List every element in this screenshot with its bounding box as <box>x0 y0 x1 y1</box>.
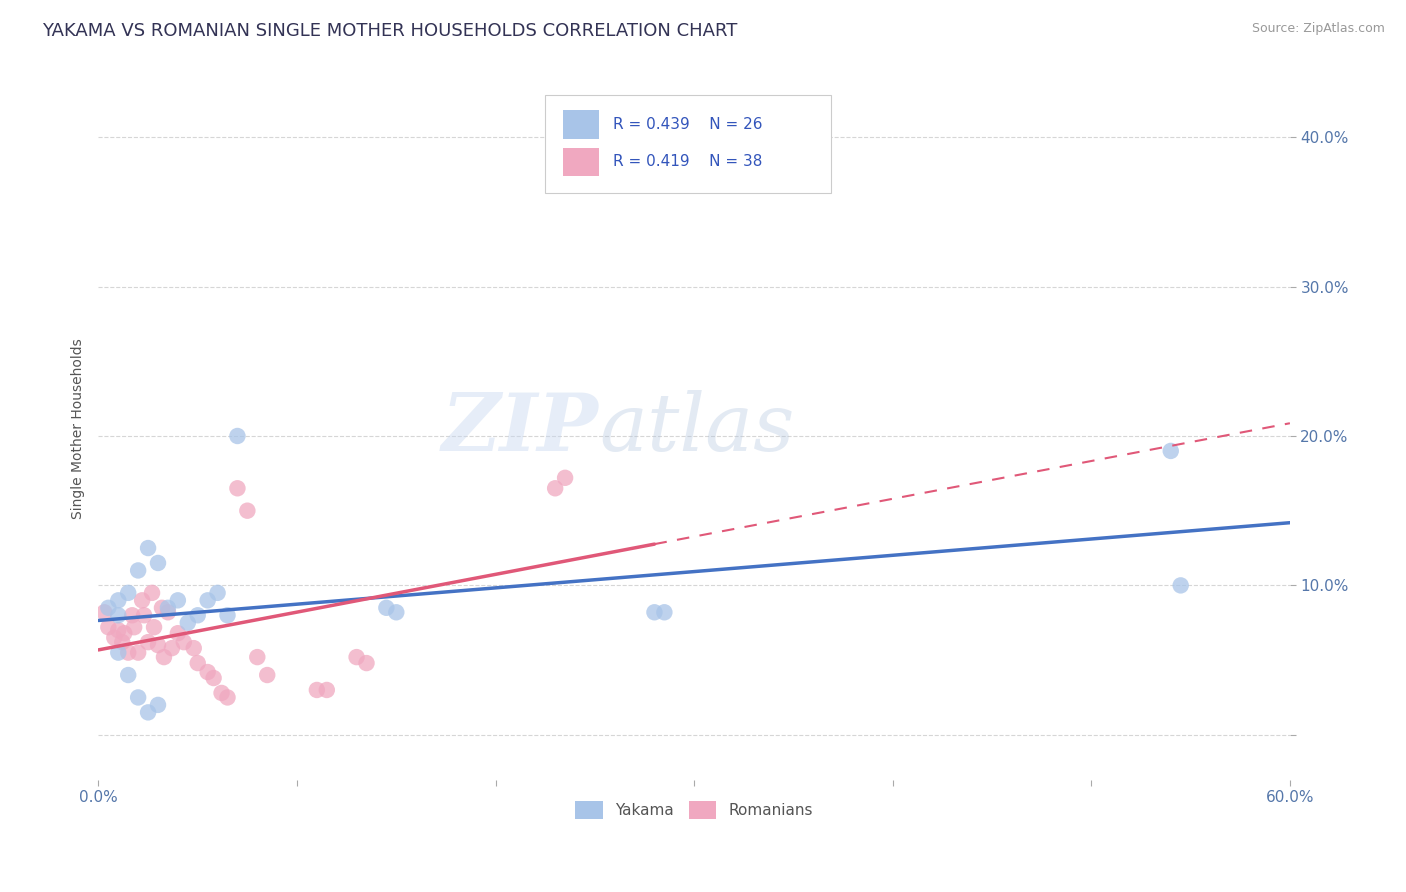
FancyBboxPatch shape <box>564 148 599 176</box>
Point <box>246 650 269 665</box>
Point <box>187 656 209 670</box>
Point <box>117 646 139 660</box>
Point <box>202 671 225 685</box>
Point <box>146 556 169 570</box>
Point <box>305 683 328 698</box>
FancyBboxPatch shape <box>546 95 831 194</box>
Point <box>643 605 665 619</box>
Point <box>127 646 149 660</box>
Text: ZIP: ZIP <box>441 390 599 467</box>
Legend: Yakama, Romanians: Yakama, Romanians <box>569 795 820 824</box>
Point <box>167 593 190 607</box>
Point <box>236 504 259 518</box>
Point <box>207 586 229 600</box>
Text: R = 0.419    N = 38: R = 0.419 N = 38 <box>613 154 762 169</box>
FancyBboxPatch shape <box>564 111 599 138</box>
Y-axis label: Single Mother Households: Single Mother Households <box>72 338 86 519</box>
Point <box>97 600 120 615</box>
Point <box>197 665 219 679</box>
Point <box>153 650 176 665</box>
Point <box>117 668 139 682</box>
Point <box>107 608 129 623</box>
Point <box>146 638 169 652</box>
Point <box>107 593 129 607</box>
Point <box>156 605 179 619</box>
Point <box>217 608 239 623</box>
Point <box>117 586 139 600</box>
Text: R = 0.439    N = 26: R = 0.439 N = 26 <box>613 117 762 132</box>
Point <box>315 683 337 698</box>
Point <box>197 593 219 607</box>
Point <box>150 600 173 615</box>
Point <box>127 564 149 578</box>
Point <box>554 471 576 485</box>
Point <box>121 608 143 623</box>
Point <box>97 620 120 634</box>
Point <box>112 626 135 640</box>
Point <box>1160 444 1182 458</box>
Point <box>127 690 149 705</box>
Point <box>256 668 278 682</box>
Point <box>356 656 378 670</box>
Text: Source: ZipAtlas.com: Source: ZipAtlas.com <box>1251 22 1385 36</box>
Point <box>132 608 155 623</box>
Point <box>107 624 129 638</box>
Point <box>143 620 166 634</box>
Point <box>177 615 200 630</box>
Text: YAKAMA VS ROMANIAN SINGLE MOTHER HOUSEHOLDS CORRELATION CHART: YAKAMA VS ROMANIAN SINGLE MOTHER HOUSEHO… <box>42 22 738 40</box>
Point <box>385 605 408 619</box>
Point <box>156 600 179 615</box>
Point <box>375 600 398 615</box>
Point <box>122 620 145 634</box>
Point <box>136 706 159 720</box>
Point <box>1170 578 1192 592</box>
Point <box>211 686 233 700</box>
Point <box>103 631 125 645</box>
Point <box>217 690 239 705</box>
Point <box>136 635 159 649</box>
Point <box>141 586 163 600</box>
Point <box>173 635 195 649</box>
Point <box>183 641 205 656</box>
Point <box>226 429 249 443</box>
Point <box>160 641 183 656</box>
Point <box>167 626 190 640</box>
Point <box>146 698 169 712</box>
Point <box>111 635 134 649</box>
Point <box>187 608 209 623</box>
Point <box>544 481 567 495</box>
Point <box>136 541 159 555</box>
Point <box>107 646 129 660</box>
Point <box>346 650 368 665</box>
Point <box>93 605 115 619</box>
Point <box>226 481 249 495</box>
Point <box>654 605 676 619</box>
Text: atlas: atlas <box>599 390 794 467</box>
Point <box>131 593 153 607</box>
